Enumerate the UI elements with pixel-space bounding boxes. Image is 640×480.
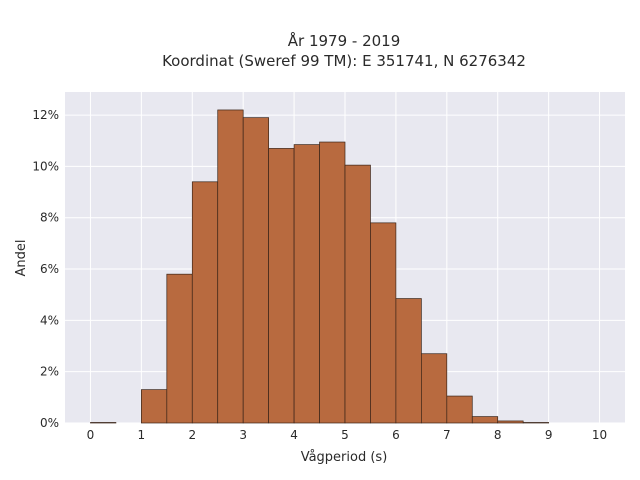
histogram-bar bbox=[166, 273, 193, 424]
x-tick-label: 2 bbox=[188, 428, 196, 442]
histogram-bar bbox=[370, 222, 397, 424]
x-axis-label: Vågperiod (s) bbox=[301, 450, 388, 465]
histogram-bar bbox=[522, 422, 549, 424]
histogram-bar bbox=[395, 298, 422, 424]
y-tick-label: 12% bbox=[32, 108, 59, 122]
x-tick-label: 1 bbox=[138, 428, 146, 442]
histogram-bar bbox=[446, 395, 473, 424]
x-tick-label: 0 bbox=[87, 428, 95, 442]
histogram-bar bbox=[268, 148, 295, 424]
x-tick-label: 5 bbox=[341, 428, 349, 442]
y-tick-label: 4% bbox=[40, 313, 59, 327]
histogram-bar bbox=[217, 109, 244, 424]
bars bbox=[90, 109, 549, 424]
x-tick-label: 4 bbox=[290, 428, 298, 442]
y-tick-labels: 0% 2% 4% 6% 8% 10% 12% bbox=[32, 108, 59, 430]
y-tick-label: 2% bbox=[40, 365, 59, 379]
histogram-bar bbox=[421, 353, 448, 424]
x-tick-labels: 0 1 2 3 4 5 6 7 8 9 10 bbox=[87, 428, 608, 442]
y-tick-label: 8% bbox=[40, 211, 59, 225]
x-tick-label: 9 bbox=[545, 428, 553, 442]
y-tick-label: 6% bbox=[40, 262, 59, 276]
histogram-bar bbox=[471, 416, 499, 424]
x-tick-label: 10 bbox=[592, 428, 607, 442]
histogram-bar bbox=[293, 144, 320, 424]
x-tick-label: 3 bbox=[239, 428, 247, 442]
y-tick-label: 0% bbox=[40, 416, 59, 430]
chart-title-line2: Koordinat (Sweref 99 TM): E 351741, N 62… bbox=[162, 52, 526, 70]
histogram-bar bbox=[497, 420, 524, 424]
histogram-bar bbox=[90, 422, 117, 424]
histogram-bar bbox=[344, 164, 371, 424]
x-tick-label: 7 bbox=[443, 428, 451, 442]
histogram-bar bbox=[319, 141, 346, 424]
y-tick-label: 10% bbox=[32, 159, 59, 173]
y-axis-label: Andel bbox=[14, 240, 29, 277]
x-tick-label: 8 bbox=[494, 428, 502, 442]
histogram-bar bbox=[141, 389, 168, 424]
histogram-bar bbox=[242, 117, 269, 424]
chart-title-line1: År 1979 - 2019 bbox=[288, 31, 401, 50]
x-tick-label: 6 bbox=[392, 428, 400, 442]
histogram-bar bbox=[191, 181, 219, 424]
